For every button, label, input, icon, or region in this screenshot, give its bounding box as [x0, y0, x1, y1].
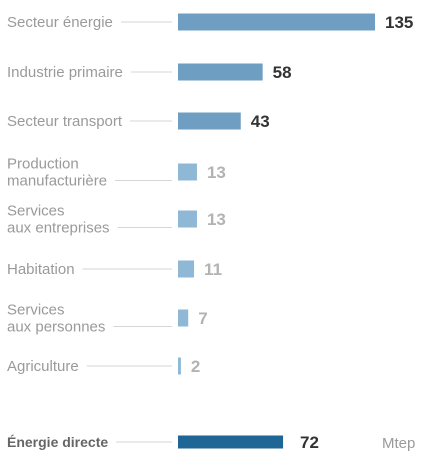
total-label: Énergie directe: [7, 434, 108, 450]
bar: [178, 357, 181, 375]
category-label: aux entreprises: [7, 220, 110, 237]
category-label: Agriculture: [7, 358, 79, 375]
category-label: Services: [7, 203, 65, 220]
category-label: Industrie primaire: [7, 64, 123, 81]
value-label: 7: [198, 309, 207, 328]
bar: [178, 309, 189, 327]
value-label: 135: [385, 13, 413, 32]
bar: [178, 210, 197, 228]
value-label: 11: [204, 260, 222, 279]
bar: [178, 163, 197, 181]
category-label: aux personnes: [7, 319, 105, 336]
value-label: 13: [207, 163, 226, 182]
value-label: 13: [207, 210, 226, 229]
total-value-label: 72: [300, 433, 319, 452]
total-bar: [178, 435, 284, 449]
category-label: Secteur énergie: [7, 14, 113, 31]
unit-label: Mtep: [382, 435, 415, 452]
value-label: 2: [191, 357, 200, 376]
category-label: Habitation: [7, 261, 75, 278]
bar: [178, 112, 241, 130]
bar: [178, 63, 263, 81]
bar: [178, 260, 195, 278]
category-label: Secteur transport: [7, 113, 123, 130]
category-label: Services: [7, 302, 65, 319]
category-label: manufacturière: [7, 173, 107, 190]
value-label: 58: [273, 63, 292, 82]
bar: [178, 13, 375, 31]
category-label: Production: [7, 156, 79, 173]
value-label: 43: [251, 112, 270, 131]
